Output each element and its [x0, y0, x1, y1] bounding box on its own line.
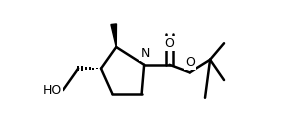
Text: HO: HO [42, 84, 62, 97]
Text: O: O [164, 37, 174, 50]
Polygon shape [111, 24, 117, 47]
Text: N: N [141, 47, 150, 60]
Text: O: O [185, 56, 195, 69]
